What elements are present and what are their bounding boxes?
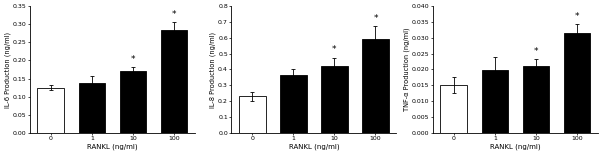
- Bar: [482, 70, 508, 133]
- Bar: [321, 65, 348, 133]
- Bar: [37, 88, 64, 133]
- Bar: [161, 30, 187, 133]
- Y-axis label: IL-6 Production (ng/ml): IL-6 Production (ng/ml): [4, 31, 11, 107]
- Bar: [523, 66, 549, 133]
- Bar: [441, 85, 467, 133]
- Bar: [78, 83, 105, 133]
- Bar: [563, 33, 591, 133]
- Bar: [239, 96, 265, 133]
- Y-axis label: TNF-α Production (ng/ml): TNF-α Production (ng/ml): [403, 28, 410, 111]
- Y-axis label: IL-8 Production (ng/ml): IL-8 Production (ng/ml): [209, 31, 216, 107]
- X-axis label: RANKL (ng/ml): RANKL (ng/ml): [288, 143, 339, 150]
- Text: *: *: [131, 55, 135, 64]
- Bar: [362, 39, 389, 133]
- Bar: [120, 71, 146, 133]
- Bar: [280, 75, 306, 133]
- X-axis label: RANKL (ng/ml): RANKL (ng/ml): [87, 143, 138, 150]
- Text: *: *: [534, 47, 538, 56]
- Text: *: *: [373, 14, 377, 23]
- Text: *: *: [575, 12, 579, 21]
- X-axis label: RANKL (ng/ml): RANKL (ng/ml): [490, 143, 541, 150]
- Text: *: *: [172, 10, 176, 19]
- Text: *: *: [332, 45, 337, 54]
